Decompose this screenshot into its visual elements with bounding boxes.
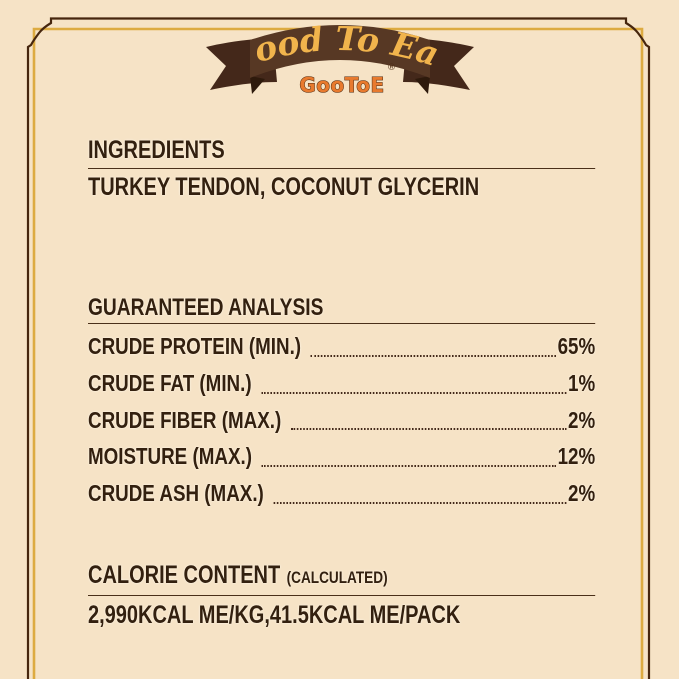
analysis-value: 12% [557, 443, 596, 470]
guaranteed-analysis-heading-text: GUARANTEED ANALYSIS [88, 294, 324, 321]
analysis-row-moisture: MOISTURE (MAX.) 12% [88, 438, 595, 475]
analysis-row-crude-ash: CRUDE ASH (MAX.) 2% [88, 475, 595, 512]
analysis-label: CRUDE FAT (MIN.) [88, 369, 252, 396]
ribbon-panel [250, 25, 430, 78]
dotted-leader [290, 428, 567, 431]
dotted-leader [273, 501, 567, 504]
label-content: INGREDIENTS TURKEY TENDON, COCONUT GLYCE… [88, 0, 596, 679]
analysis-label: CRUDE PROTEIN (MIN.) [88, 333, 302, 359]
analysis-row-crude-fiber: CRUDE FIBER (MAX.) 2% [88, 402, 595, 439]
analysis-label: CRUDE ASH (MAX.) [88, 480, 264, 507]
calorie-content-heading: CALORIE CONTENT (CALCULATED) [88, 560, 596, 596]
dotted-leader [261, 465, 556, 468]
analysis-value: 65% [557, 333, 596, 359]
analysis-value: 2% [568, 406, 596, 433]
brand-banner: Good To Eat GooToE ® [181, 0, 485, 108]
analysis-row-crude-fat: CRUDE FAT (MIN.) 1% [88, 365, 595, 402]
brand-logo-text: GooToE [299, 73, 384, 97]
brand-banner-graphic: Good To Eat GooToE ® [181, 0, 474, 98]
ingredients-heading-text: INGREDIENTS [88, 136, 225, 164]
calorie-heading-text: CALORIE CONTENT [88, 561, 281, 589]
analysis-value: 2% [568, 480, 596, 507]
ingredients-section-heading: INGREDIENTS [88, 134, 596, 169]
dotted-leader [310, 354, 556, 357]
analysis-row-crude-protein: CRUDE PROTEIN (MIN.) 65% [88, 328, 595, 365]
guaranteed-analysis-heading: GUARANTEED ANALYSIS [88, 294, 596, 324]
frame-dark-line [26, 17, 651, 679]
calorie-value-text: 2,990KCAL ME/KG,41.5KCAL ME/PACK [88, 601, 461, 629]
guaranteed-analysis-table: CRUDE PROTEIN (MIN.) 65% CRUDE FAT (MIN.… [88, 328, 595, 512]
ribbon-fold-right [415, 76, 430, 94]
analysis-value: 1% [568, 369, 596, 396]
ribbon-fold-left [250, 76, 265, 94]
analysis-label: CRUDE FIBER (MAX.) [88, 406, 282, 433]
registered-mark-icon: ® [387, 63, 396, 73]
dotted-leader [261, 391, 567, 394]
analysis-label: MOISTURE (MAX.) [88, 443, 252, 470]
calorie-heading-note: (CALCULATED) [286, 568, 388, 587]
ingredients-list-text: TURKEY TENDON, COCONUT GLYCERIN [88, 173, 480, 201]
